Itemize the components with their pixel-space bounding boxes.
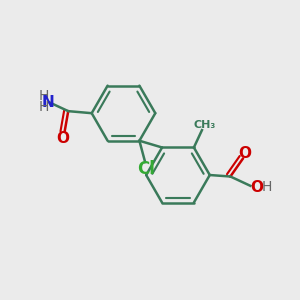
Text: H: H [262, 180, 272, 194]
Text: H: H [38, 100, 49, 115]
Text: Cl: Cl [137, 160, 154, 178]
Text: H: H [38, 89, 49, 103]
Text: N: N [41, 95, 54, 110]
Text: O: O [238, 146, 251, 160]
Text: O: O [57, 131, 70, 146]
Text: CH₃: CH₃ [193, 120, 215, 130]
Text: O: O [250, 180, 263, 195]
